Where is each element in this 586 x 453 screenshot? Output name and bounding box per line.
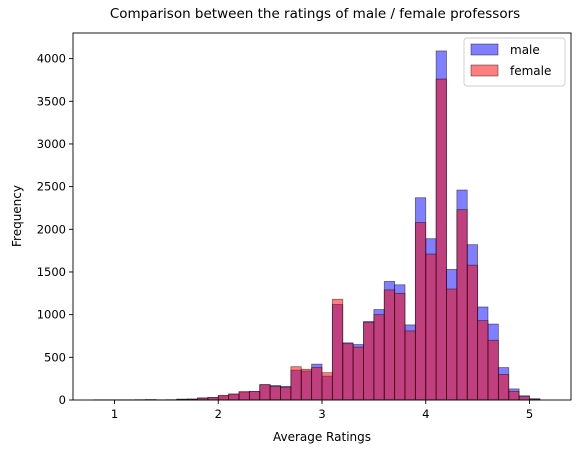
female-bar (456, 209, 468, 401)
female-bar (404, 330, 416, 401)
female-bar (477, 320, 489, 401)
female-bar (435, 78, 447, 401)
legend-label-male: male (510, 43, 540, 57)
y-tick-label: 500 (44, 350, 66, 364)
y-tick-label: 1000 (37, 308, 66, 322)
female-bar (311, 367, 323, 401)
x-tick-label: 1 (111, 407, 118, 421)
female-bar (425, 253, 437, 401)
female-bar (238, 391, 250, 401)
chart-title: Comparison between the ratings of male /… (110, 6, 520, 22)
female-bar (414, 222, 427, 401)
y-axis: 0 500 1000 1500 2000 2500 3000 3500 4000 (37, 52, 73, 407)
female-bar (466, 264, 479, 401)
female-bar (331, 298, 344, 401)
y-tick-label: 1500 (37, 265, 66, 279)
female-bar (518, 396, 530, 401)
female-bar (508, 391, 520, 401)
female-bar (446, 288, 458, 401)
female-bars (93, 78, 541, 401)
legend-swatch-male (470, 43, 499, 56)
female-bar (290, 366, 302, 401)
y-tick-label: 3000 (37, 137, 66, 151)
female-bar (497, 373, 510, 401)
female-bar (363, 321, 375, 401)
female-bar (321, 372, 333, 401)
x-tick-label: 5 (526, 407, 533, 421)
female-bar (280, 386, 292, 401)
female-bar (248, 391, 261, 401)
female-bar (487, 339, 499, 401)
y-tick-label: 4000 (37, 52, 66, 66)
x-tick-label: 4 (422, 407, 429, 421)
female-bar (217, 394, 230, 401)
y-tick-label: 2000 (37, 222, 66, 236)
female-bar (228, 393, 240, 401)
x-tick-label: 3 (318, 407, 325, 421)
x-tick-label: 2 (215, 407, 222, 421)
y-tick-label: 0 (59, 393, 66, 407)
legend-label-female: female (510, 64, 551, 78)
female-bar (352, 346, 364, 401)
x-axis-label: Average Ratings (273, 430, 371, 444)
female-bar (383, 289, 396, 401)
legend: male female (463, 37, 566, 87)
y-tick-label: 3500 (37, 94, 66, 108)
female-bar (259, 384, 271, 401)
legend-swatch-female (470, 64, 499, 77)
y-axis-label: Frequency (10, 185, 24, 247)
female-bar (373, 314, 385, 401)
female-bar (269, 385, 281, 401)
female-bar (342, 343, 354, 401)
female-bar (394, 292, 406, 401)
y-tick-label: 2500 (37, 180, 66, 194)
x-axis: 1 2 3 4 5 (111, 400, 533, 421)
female-bar (300, 368, 313, 401)
